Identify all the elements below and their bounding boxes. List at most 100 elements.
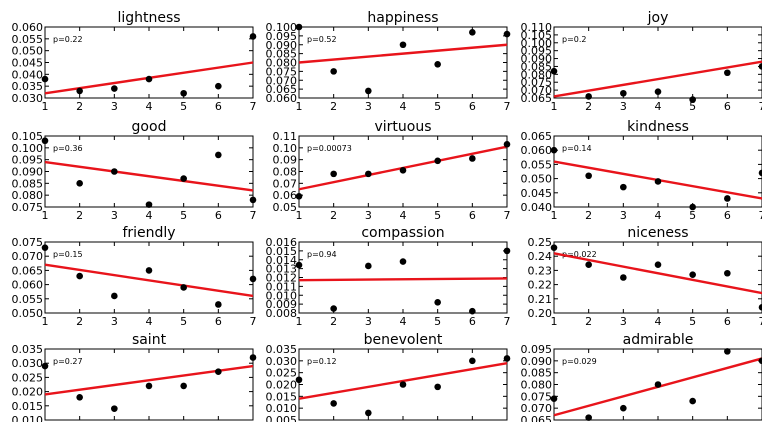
y-tick-label: 0.060 (12, 279, 44, 292)
x-tick-label: 2 (76, 315, 83, 328)
data-point (215, 368, 222, 376)
y-tick-label: 0.110 (521, 21, 553, 34)
x-tick-label: 7 (759, 209, 762, 222)
data-point (620, 89, 627, 97)
data-point (550, 67, 558, 75)
data-point (689, 397, 696, 405)
x-tick-label: 2 (76, 209, 83, 222)
data-point (295, 193, 303, 200)
y-tick-label: 0.105 (12, 130, 44, 143)
p-value-label: p=0.27 (53, 357, 83, 366)
subplot-title: good (132, 119, 167, 135)
y-tick-label: 0.011 (266, 280, 298, 293)
x-tick-label: 6 (724, 209, 731, 222)
y-tick-label: 0.065 (266, 83, 298, 96)
y-tick-label: 0.06 (273, 189, 298, 202)
x-tick-label: 7 (504, 209, 511, 222)
x-tick-label: 4 (400, 209, 407, 222)
y-tick-label: 0.012 (266, 272, 298, 285)
data-point (41, 362, 49, 370)
x-tick-label: 2 (76, 100, 83, 113)
y-tick-label: 0.055 (521, 158, 553, 171)
y-tick-label: 0.020 (12, 386, 44, 399)
p-value-label: p=0.36 (53, 144, 83, 153)
y-tick-label: 0.075 (521, 76, 553, 89)
data-point (585, 93, 592, 100)
x-tick-label: 6 (215, 209, 222, 222)
y-tick-label: 0.095 (521, 343, 553, 356)
x-tick-label: 7 (504, 315, 511, 328)
y-tick-label: 0.015 (266, 245, 298, 258)
subplot-title: happiness (367, 10, 438, 26)
data-point (41, 137, 49, 145)
y-tick-label: 0.010 (12, 414, 44, 422)
x-tick-label: 2 (330, 100, 337, 113)
data-point (758, 63, 762, 70)
y-tick-label: 0.21 (528, 293, 553, 306)
data-point (111, 85, 118, 92)
data-point (689, 96, 696, 103)
x-tick-label: 6 (469, 315, 476, 328)
p-value-label: p=0.00073 (307, 144, 352, 153)
y-tick-label: 0.050 (12, 307, 44, 320)
x-tick-label: 7 (250, 100, 257, 113)
data-point (434, 60, 441, 68)
y-tick-label: 0.22 (528, 279, 553, 292)
data-point (249, 196, 257, 204)
y-tick-label: 0.095 (12, 154, 44, 167)
data-point (249, 275, 257, 283)
subplot-title: admirable (623, 332, 694, 348)
x-tick-label: 1 (296, 315, 303, 328)
data-point (180, 89, 187, 97)
subplot-title: lightness (117, 10, 180, 26)
data-point (215, 82, 222, 90)
y-tick-label: 0.060 (12, 21, 44, 34)
y-tick-label: 0.070 (521, 402, 553, 415)
p-value-label: p=0.94 (307, 250, 337, 259)
y-tick-label: 0.080 (521, 379, 553, 392)
y-tick-label: 0.030 (266, 355, 298, 368)
subplot-happiness: happiness0.0600.0650.0700.0750.0800.0850… (266, 10, 511, 113)
y-tick-label: 0.080 (12, 189, 44, 202)
data-point (654, 261, 662, 269)
data-point (469, 307, 476, 315)
y-tick-label: 0.010 (266, 402, 298, 415)
y-tick-label: 0.005 (266, 414, 298, 422)
data-point (434, 383, 441, 391)
x-tick-label: 7 (759, 315, 762, 328)
x-tick-label: 7 (250, 209, 257, 222)
data-point (503, 30, 511, 38)
y-tick-label: 0.045 (521, 187, 553, 200)
p-value-label: p=0.022 (562, 250, 597, 259)
y-tick-label: 0.015 (266, 390, 298, 403)
y-tick-label: 0.008 (266, 307, 298, 320)
data-point (585, 172, 592, 180)
regression-line (44, 263, 254, 298)
subplot-saint: saint0.0100.0150.0200.0250.0300.03512345… (12, 332, 257, 422)
data-point (399, 258, 407, 265)
regression-line (298, 362, 508, 400)
data-point (399, 167, 407, 174)
data-point (724, 195, 731, 202)
y-tick-label: 0.10 (273, 142, 298, 155)
data-point (434, 299, 441, 306)
data-point (654, 88, 662, 95)
y-tick-label: 0.090 (266, 39, 298, 52)
x-tick-label: 1 (551, 209, 558, 222)
data-point (295, 376, 303, 384)
y-tick-label: 0.100 (521, 37, 553, 50)
y-tick-label: 0.035 (266, 343, 298, 356)
data-point (76, 180, 83, 187)
x-tick-label: 4 (655, 209, 662, 222)
x-tick-label: 3 (111, 100, 118, 113)
data-point (365, 87, 372, 95)
regression-line (44, 364, 254, 396)
data-point (41, 244, 49, 251)
regression-line (298, 43, 508, 64)
x-tick-label: 1 (42, 100, 49, 113)
x-tick-label: 1 (296, 100, 303, 113)
x-tick-label: 3 (365, 100, 372, 113)
y-tick-label: 0.25 (528, 236, 553, 249)
data-point (295, 23, 303, 31)
